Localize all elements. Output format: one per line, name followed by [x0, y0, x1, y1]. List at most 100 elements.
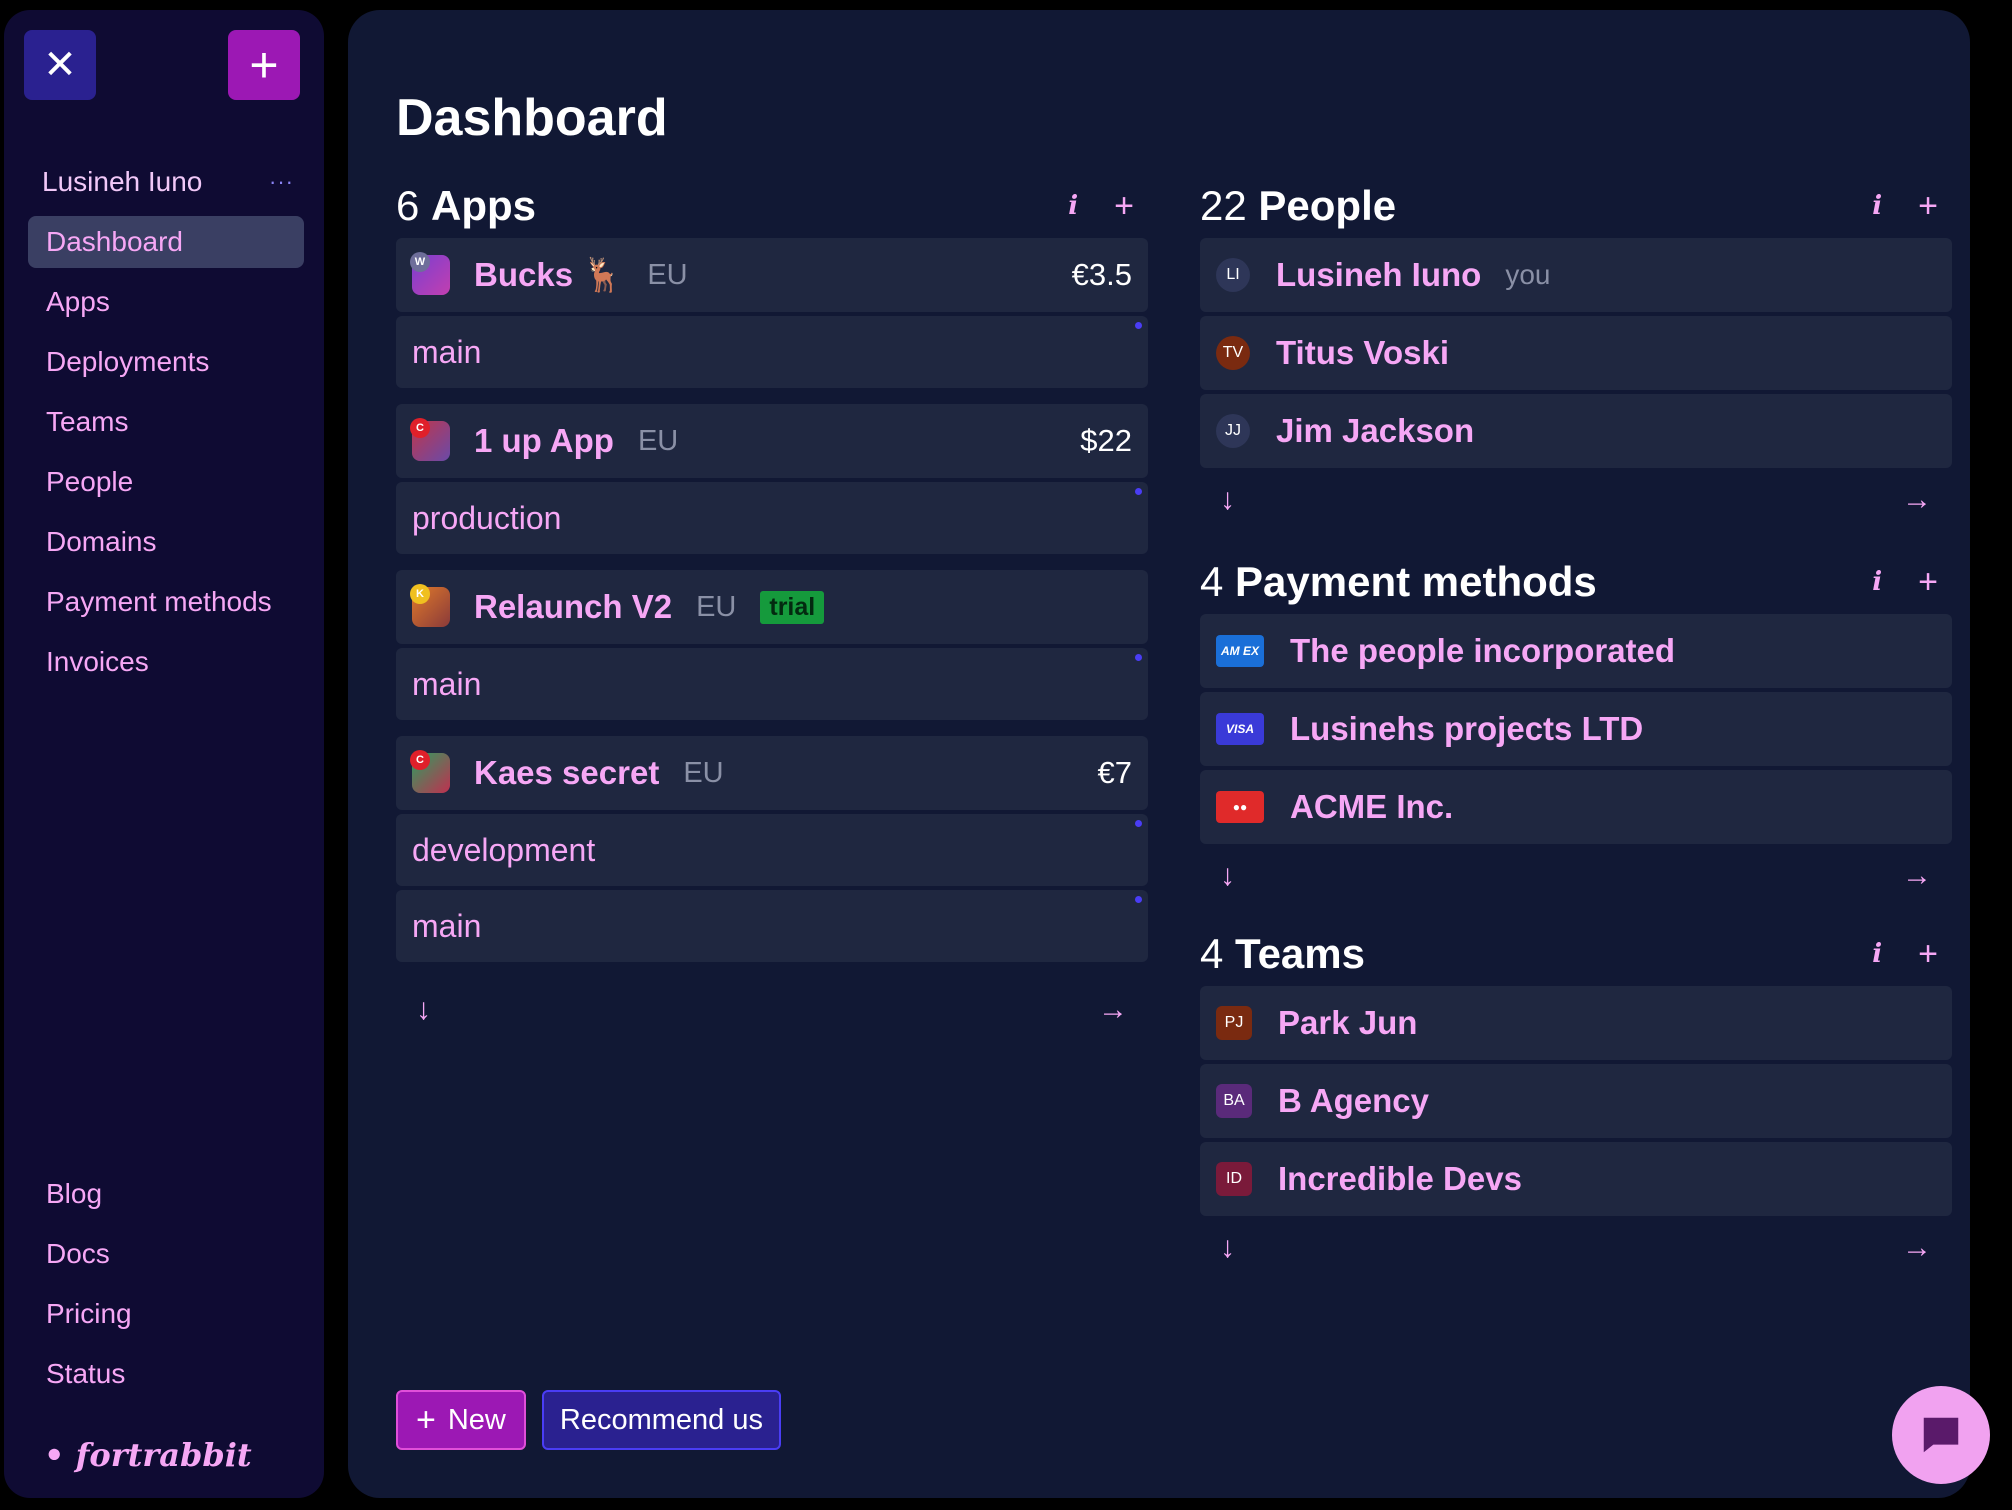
- arrow-right-icon[interactable]: →: [1902, 1231, 1932, 1264]
- recommend-button[interactable]: Recommend us: [541, 1390, 781, 1450]
- brand-logo[interactable]: • fortrabbit: [44, 1436, 252, 1474]
- app-price: $22: [1080, 423, 1132, 458]
- person-name: Jim Jackson: [1276, 412, 1475, 449]
- sidebar-item-status[interactable]: Status: [46, 1358, 126, 1389]
- payment-method-row[interactable]: VISA Lusinehs projects LTD: [1200, 692, 1952, 766]
- environment-row[interactable]: production: [396, 482, 1148, 554]
- sidebar-item-dashboard[interactable]: Dashboard: [28, 216, 304, 268]
- app-region: EU: [696, 590, 737, 623]
- environment-row[interactable]: main: [396, 316, 1148, 388]
- environment-name: development: [412, 831, 596, 868]
- more-icon[interactable]: ···: [269, 169, 294, 194]
- environment-name: production: [412, 499, 562, 536]
- arrow-right-icon[interactable]: →: [1902, 483, 1932, 516]
- environment-row[interactable]: main: [396, 890, 1148, 962]
- person-row[interactable]: TV Titus Voski: [1200, 316, 1952, 390]
- team-avatar: ID: [1216, 1162, 1252, 1196]
- add-team-icon[interactable]: +: [1918, 934, 1938, 973]
- app-card: C Kaes secret EU €7 development main: [396, 736, 1148, 962]
- sidebar-item-invoices[interactable]: Invoices: [46, 646, 149, 677]
- sidebar: ✕ + Lusineh Iuno ··· Dashboard Apps Depl…: [4, 10, 324, 1498]
- add-button[interactable]: +: [228, 30, 300, 100]
- add-person-icon[interactable]: +: [1918, 186, 1938, 225]
- info-icon[interactable]: i: [1068, 191, 1079, 221]
- team-avatar: PJ: [1216, 1006, 1252, 1040]
- payment-method-name: The people incorporated: [1290, 632, 1676, 669]
- user-menu[interactable]: Lusineh Iuno ···: [42, 162, 294, 202]
- app-name: Bucks 🦌: [474, 255, 624, 293]
- arrow-down-icon[interactable]: ↓: [1220, 1231, 1235, 1264]
- team-row[interactable]: PJ Park Jun: [1200, 986, 1952, 1060]
- environment-row[interactable]: development: [396, 814, 1148, 886]
- app-row[interactable]: C Kaes secret EU €7: [396, 736, 1148, 810]
- add-payment-icon[interactable]: +: [1918, 562, 1938, 601]
- arrow-down-icon[interactable]: ↓: [416, 993, 431, 1026]
- environment-row[interactable]: main: [396, 648, 1148, 720]
- app-row[interactable]: C 1 up App EU $22: [396, 404, 1148, 478]
- credit-card-icon: AM EX: [1216, 635, 1264, 667]
- arrow-down-icon[interactable]: ↓: [1220, 483, 1235, 516]
- team-name: B Agency: [1278, 1082, 1429, 1119]
- teams-header: 4 Teams i +: [1200, 926, 1952, 982]
- avatar: LI: [1216, 258, 1250, 292]
- team-row[interactable]: BA B Agency: [1200, 1064, 1952, 1138]
- payment-title: 4 Payment methods: [1200, 558, 1597, 605]
- app-card: W Bucks 🦌 EU €3.5 main: [396, 238, 1148, 388]
- team-row[interactable]: ID Incredible Devs: [1200, 1142, 1952, 1216]
- environment-name: main: [412, 665, 482, 702]
- environment-name: main: [412, 333, 482, 370]
- bottom-actions: + New Recommend us: [396, 1390, 781, 1450]
- arrow-right-icon[interactable]: →: [1902, 859, 1932, 892]
- chat-button[interactable]: [1892, 1386, 1990, 1484]
- teams-title: 4 Teams: [1200, 930, 1365, 977]
- arrow-down-icon[interactable]: ↓: [1220, 859, 1235, 892]
- app-type-badge-icon: C: [410, 750, 430, 770]
- team-name: Incredible Devs: [1278, 1160, 1522, 1197]
- sidebar-item-apps[interactable]: Apps: [46, 286, 110, 317]
- person-row[interactable]: LI Lusineh Iuno you: [1200, 238, 1952, 312]
- app-name: 1 up App: [474, 422, 614, 459]
- app-name: Kaes secret: [474, 754, 660, 791]
- info-icon[interactable]: i: [1872, 939, 1883, 969]
- app-icon: C: [410, 750, 450, 793]
- add-app-icon[interactable]: +: [1114, 186, 1134, 225]
- sidebar-item-payment-methods[interactable]: Payment methods: [46, 586, 272, 617]
- sidebar-nav: Dashboard Apps Deployments Teams People …: [28, 216, 304, 696]
- payment-list: AM EX The people incorporated VISA Lusinehs…: [1200, 614, 1952, 844]
- sidebar-item-docs[interactable]: Docs: [46, 1238, 110, 1269]
- status-dot-icon: [1135, 896, 1142, 903]
- payment-method-name: ACME Inc.: [1290, 788, 1454, 825]
- person-row[interactable]: JJ Jim Jackson: [1200, 394, 1952, 468]
- person-note: you: [1505, 259, 1551, 290]
- payment-method-row[interactable]: ●● ACME Inc.: [1200, 770, 1952, 844]
- info-icon[interactable]: i: [1872, 191, 1883, 221]
- sidebar-item-people[interactable]: People: [46, 466, 134, 497]
- app-row[interactable]: K Relaunch V2 EU trial: [396, 570, 1148, 644]
- sidebar-item-deployments[interactable]: Deployments: [46, 346, 210, 377]
- sidebar-item-pricing[interactable]: Pricing: [46, 1298, 132, 1329]
- apps-section: 6 Apps i + W Bucks 🦌 EU €3.5 main C 1 up App EU…: [396, 178, 1148, 1042]
- people-pager: ↓ →: [1200, 468, 1952, 532]
- app-region: EU: [637, 424, 679, 457]
- app-region: EU: [683, 756, 724, 789]
- payment-method-row[interactable]: AM EX The people incorporated: [1200, 614, 1952, 688]
- app-row[interactable]: W Bucks 🦌 EU €3.5: [396, 238, 1148, 312]
- close-button[interactable]: ✕: [24, 30, 96, 100]
- info-icon[interactable]: i: [1872, 567, 1883, 597]
- status-dot-icon: [1135, 820, 1142, 827]
- status-dot-icon: [1135, 488, 1142, 495]
- people-section: 22 People i + LI Lusineh Iuno you TV Titus V…: [1200, 178, 1952, 532]
- sidebar-item-teams[interactable]: Teams: [46, 406, 129, 437]
- sidebar-item-blog[interactable]: Blog: [46, 1178, 103, 1209]
- sidebar-item-domains[interactable]: Domains: [46, 526, 157, 557]
- app-region: EU: [647, 258, 688, 291]
- status-dot-icon: [1135, 322, 1142, 329]
- plus-icon: +: [416, 1400, 436, 1439]
- sidebar-footer-nav: Blog Docs Pricing Status: [28, 1168, 304, 1408]
- avatar: TV: [1216, 336, 1250, 370]
- apps-header: 6 Apps i +: [396, 178, 1148, 234]
- new-button[interactable]: + New: [396, 1390, 526, 1450]
- app-type-badge-icon: W: [410, 252, 430, 272]
- arrow-right-icon[interactable]: →: [1098, 993, 1128, 1026]
- payment-header: 4 Payment methods i +: [1200, 554, 1952, 610]
